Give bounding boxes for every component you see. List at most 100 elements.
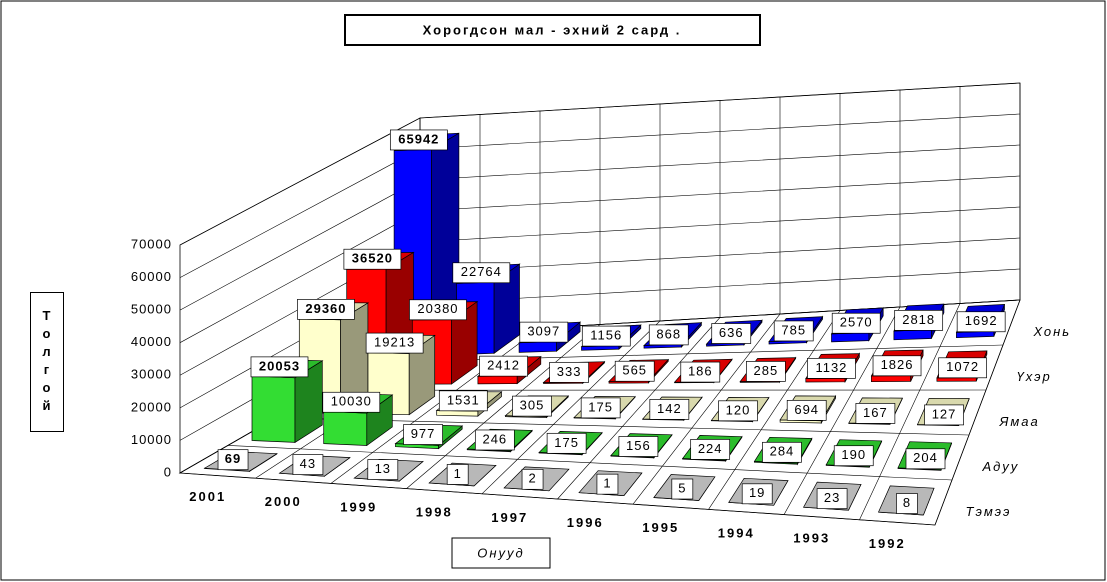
data-label: 224 [698,441,723,456]
data-label-box [367,459,399,480]
data-label-box [711,323,752,344]
x-tick-label: 1994 [718,525,755,540]
bar-front [893,329,932,341]
data-label: 285 [754,363,779,378]
data-label-box [618,436,659,457]
data-label: 333 [557,364,582,379]
data-label-box [648,324,689,346]
data-label-box [581,325,631,347]
data-label: 8 [903,495,911,510]
bar-side-shade [494,264,520,354]
data-label: 3097 [527,324,560,339]
data-label-box [956,311,1006,333]
data-label: 20380 [417,301,458,316]
legend-label: Ямаа [999,414,1040,429]
chart-title: Хорогдсон мал - эхний 2 сард . [423,22,682,37]
data-label: 5 [678,480,686,495]
y-axis-label: Толгой [30,292,64,432]
x-tick-label: 1993 [793,531,830,546]
data-label: 19213 [374,335,415,350]
data-label-box [297,299,355,320]
data-label-box [855,403,896,424]
bar-front [936,377,977,382]
bar-side-shade [409,335,435,415]
data-label-box [938,357,987,379]
bar-side-shade [438,426,463,449]
data-label: 2570 [840,315,873,330]
data-label-box [452,262,511,284]
data-label-box [596,473,619,495]
legend-label: Адуу [982,459,1020,474]
x-tick-label: 1997 [491,510,528,525]
data-label: 190 [841,447,866,462]
x-tick-label: 1992 [869,536,906,551]
data-label-box [438,390,488,412]
y-tick-label: 0 [164,464,172,479]
data-label: 868 [656,326,681,341]
data-label-box [924,404,964,426]
y-tick-label: 40000 [131,334,172,349]
y-tick-label: 20000 [131,399,172,414]
data-label: 69 [225,451,241,466]
legend-label: Тэмээ [966,504,1012,519]
data-label-box [403,424,443,445]
x-tick-label: 1995 [642,520,679,535]
data-label: 186 [688,364,713,379]
data-label: 175 [588,399,613,414]
data-label-box [217,449,249,471]
data-label-box [671,478,694,500]
data-label: 10030 [331,394,372,409]
data-label: 246 [482,431,507,446]
x-label-box [451,537,551,569]
y-tick-label: 60000 [131,269,172,284]
data-label-box [546,432,587,454]
data-label-box [831,312,881,334]
bar-front [871,375,912,383]
data-label-box [521,468,544,490]
x-axis-label: Онууд [477,545,524,560]
title-box [344,14,761,46]
data-label-box [512,395,552,417]
data-label-box [292,454,324,475]
data-label: 2818 [902,312,935,327]
bar-side-shade [366,394,393,446]
x-tick-label: 1999 [340,499,377,514]
data-label: 305 [520,398,545,413]
data-label-box [690,439,731,460]
bar-side-shade [451,301,478,384]
data-label: 694 [794,402,819,417]
data-label-box [894,310,944,331]
data-label-box [614,360,655,382]
legend-label: Хонь [1033,324,1072,339]
data-label: 167 [863,405,888,420]
data-label-box [718,400,758,422]
bar-front [251,375,296,443]
data-label: 1 [603,476,611,491]
bar-side-shade [295,360,323,443]
y-tick-label: 70000 [131,236,172,251]
data-label-box [807,357,856,379]
data-label: 19 [749,485,765,500]
data-label: 1072 [946,359,979,374]
data-label: 23 [824,490,840,505]
data-label: 977 [411,426,436,441]
data-label-box [250,356,309,378]
data-label-box [762,441,802,463]
data-label: 1826 [881,357,914,372]
bar-side-shade [556,322,581,352]
data-label-box [816,488,848,509]
data-label: 785 [781,322,806,337]
data-label-box [872,355,922,377]
y-tick-label: 50000 [131,302,172,317]
data-label: 20053 [259,358,300,373]
data-label: 1132 [815,360,847,375]
data-label-box [474,429,515,451]
data-label: 2412 [487,358,520,373]
data-label: 29360 [305,301,346,316]
data-label-box [580,397,621,419]
y-tick-label: 10000 [131,432,172,447]
data-label-box [833,445,874,467]
data-label-box [896,493,918,514]
